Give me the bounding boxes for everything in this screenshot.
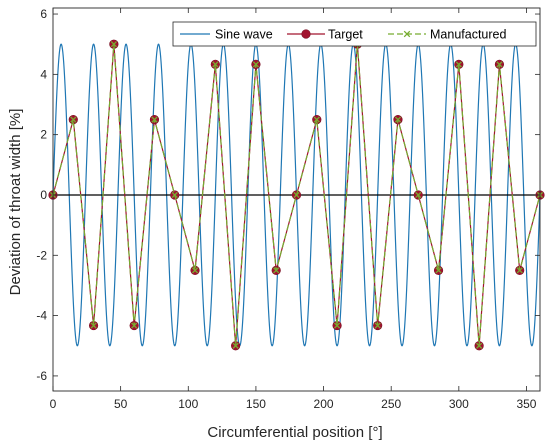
legend: Sine wave Target Manufactured (172, 21, 537, 47)
manufactured-point (313, 116, 320, 123)
x-tick-label: 100 (178, 397, 198, 411)
manufactured-point (232, 342, 239, 349)
x-tick-label: 350 (516, 397, 536, 411)
y-tick-label: 0 (40, 188, 47, 202)
manufactured-point (394, 116, 402, 123)
axes-frame (52, 7, 541, 392)
manufactured-point (131, 322, 138, 329)
legend-entry: Sine wave (180, 28, 273, 42)
legend-label: Target (328, 28, 363, 42)
legend-box (172, 21, 537, 47)
manufactured-point (70, 116, 77, 123)
manufactured-point (334, 322, 341, 329)
x-tick-label: 150 (246, 397, 266, 411)
manufactured-point (455, 61, 462, 68)
manufactured-point (151, 116, 158, 123)
legend-label: Manufactured (430, 28, 506, 42)
manufactured-point (273, 267, 280, 274)
x-tick-label: 0 (50, 397, 57, 411)
x-axis-label: Circumferential position [°] (207, 424, 382, 441)
x-tick-label: 250 (381, 397, 401, 411)
manufactured-point (212, 61, 219, 68)
legend-entry: Manufactured (388, 28, 506, 42)
manufactured-point (476, 342, 483, 349)
legend-label: Sine wave (215, 28, 273, 42)
y-tick-label: 6 (40, 7, 47, 21)
x-tick-label: 200 (314, 397, 334, 411)
y-tick-label: 4 (40, 67, 47, 81)
legend-marker-circle (301, 29, 311, 39)
manufactured-point (516, 267, 523, 274)
manufactured-point (415, 191, 422, 199)
plot-area (48, 8, 545, 391)
y-tick-label: -6 (36, 369, 47, 383)
legend-marker-x (403, 30, 411, 38)
y-tick-label: 2 (40, 128, 47, 142)
y-tick-label: -2 (36, 248, 47, 262)
manufactured-point (252, 61, 259, 68)
manufactured-point (90, 322, 97, 329)
x-tick-label: 50 (114, 397, 128, 411)
manufactured-point (110, 41, 117, 48)
manufactured-point (171, 191, 178, 199)
manufactured-point (435, 267, 442, 274)
legend-entry: Target (287, 28, 363, 42)
y-axis-label: Deviation of throat width [%] (7, 109, 24, 296)
manufactured-point (374, 322, 381, 329)
manufactured-point (496, 61, 503, 68)
manufactured-point (191, 267, 199, 274)
axes: 0 50 100 150 200 250 300 350 -6 -4 -2 0 2 4 6 (36, 7, 541, 411)
manufactured-point (293, 191, 300, 199)
x-tick-label: 300 (449, 397, 469, 411)
y-tick-label: -4 (36, 309, 47, 323)
